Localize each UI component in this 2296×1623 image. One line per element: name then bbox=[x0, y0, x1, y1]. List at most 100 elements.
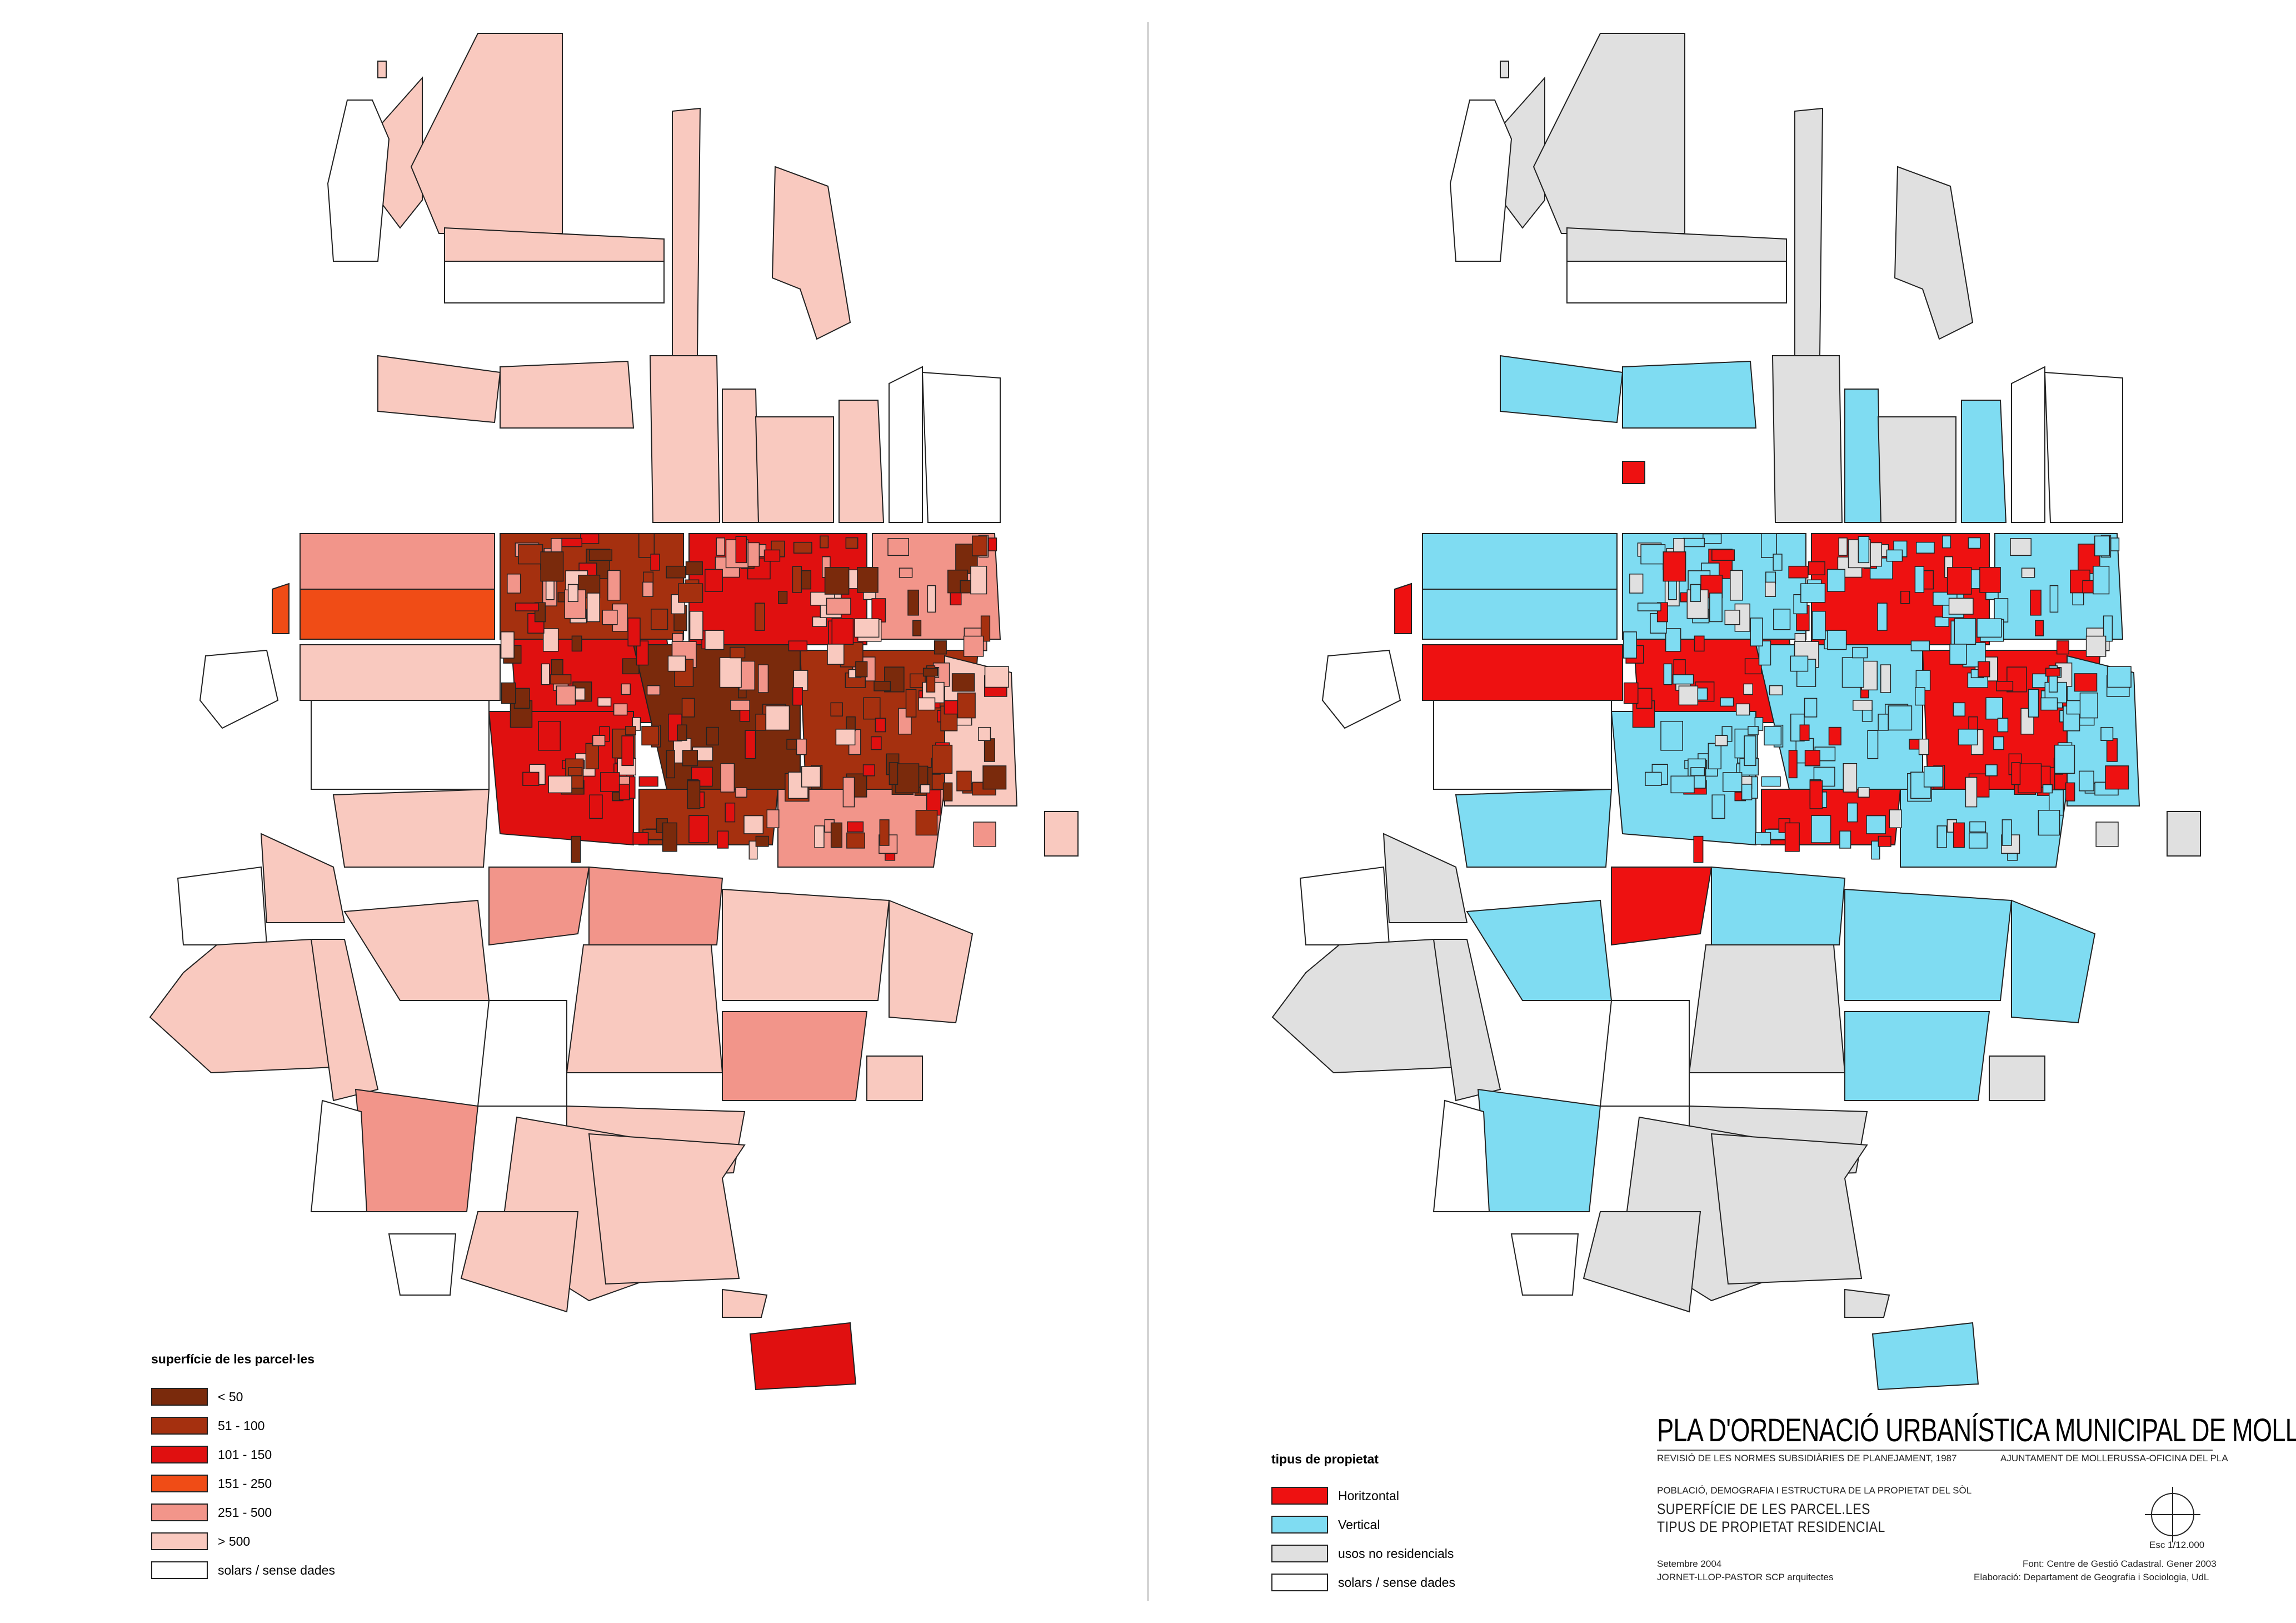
section-title: POBLACIÓ, DEMOGRAFIA I ESTRUCTURA DE LA … bbox=[1657, 1485, 1972, 1496]
parcel bbox=[1953, 822, 1965, 848]
parcel bbox=[1500, 355, 1624, 424]
parcel bbox=[956, 770, 972, 791]
parcel bbox=[1958, 729, 1978, 746]
parcel bbox=[1900, 590, 1910, 604]
title-rule bbox=[1657, 1450, 2213, 1451]
parcel bbox=[589, 549, 613, 561]
parcel bbox=[1755, 832, 1771, 845]
parcel bbox=[1936, 825, 1947, 848]
parcel bbox=[1693, 835, 1704, 863]
parcel bbox=[1853, 700, 1873, 711]
parcel bbox=[1989, 1056, 2045, 1101]
parcel bbox=[912, 620, 922, 636]
parcel bbox=[571, 835, 581, 863]
parcel bbox=[1953, 702, 1966, 717]
parcel bbox=[735, 536, 747, 564]
parcel bbox=[1640, 544, 1666, 565]
parcel bbox=[922, 668, 939, 677]
parcel bbox=[1720, 697, 1734, 707]
parcel bbox=[585, 743, 599, 770]
parcel bbox=[899, 567, 913, 578]
parcel bbox=[678, 583, 703, 603]
parcel bbox=[934, 640, 947, 655]
parcel bbox=[1758, 640, 1771, 666]
parcel bbox=[1867, 730, 1879, 759]
parcel bbox=[1663, 663, 1673, 685]
parcel bbox=[300, 644, 501, 701]
parcel bbox=[1271, 938, 1457, 1074]
legend-label: 151 - 250 bbox=[218, 1476, 272, 1491]
parcel bbox=[613, 703, 628, 716]
parcel bbox=[730, 700, 750, 711]
parcel bbox=[607, 570, 621, 601]
parcel bbox=[1611, 867, 1713, 946]
parcel bbox=[1741, 784, 1753, 800]
parcel bbox=[793, 541, 812, 554]
parcel bbox=[2106, 738, 2118, 762]
legend-item: 101 - 150 bbox=[151, 1440, 335, 1469]
parcel bbox=[1711, 549, 1735, 561]
parcel bbox=[638, 776, 658, 787]
parcel bbox=[1799, 724, 1810, 741]
parcel bbox=[1949, 644, 1967, 665]
legend-rows: Horitzontal Vertical usos no residencials s… bbox=[1271, 1481, 1455, 1597]
parcel bbox=[1934, 616, 1950, 627]
elaboration-label: Elaboració: Departament de Geografia i S… bbox=[1974, 1572, 2209, 1582]
parcel bbox=[826, 598, 851, 615]
parcel bbox=[2001, 819, 2012, 846]
parcel bbox=[847, 821, 864, 833]
parcel bbox=[1710, 1133, 1868, 1285]
parcel bbox=[1968, 716, 1978, 731]
legend-swatch bbox=[151, 1417, 208, 1435]
parcel bbox=[927, 585, 936, 613]
parcel bbox=[602, 610, 618, 625]
parcel bbox=[2100, 726, 2114, 741]
legend-swatch bbox=[151, 1446, 208, 1463]
parcel bbox=[1694, 635, 1705, 652]
legend-label: Vertical bbox=[1338, 1517, 1380, 1532]
parcel bbox=[1978, 661, 1990, 678]
parcel bbox=[1839, 830, 1851, 849]
parcel bbox=[2042, 784, 2053, 794]
parcel bbox=[1915, 670, 1931, 691]
parcel bbox=[1743, 683, 1753, 695]
parcel bbox=[2079, 692, 2098, 719]
parcel bbox=[568, 767, 583, 776]
parcel bbox=[507, 574, 521, 594]
parcel bbox=[982, 765, 1007, 790]
parcel bbox=[548, 775, 572, 794]
parcel bbox=[650, 554, 660, 571]
parcel bbox=[722, 1288, 768, 1318]
date-label: Setembre 2004 bbox=[1657, 1559, 1722, 1569]
parcel bbox=[1877, 416, 1956, 523]
parcel bbox=[1645, 771, 1662, 786]
parcel bbox=[460, 1211, 579, 1313]
legend-label: solars / sense dades bbox=[1338, 1575, 1455, 1590]
parcel bbox=[592, 735, 606, 746]
plan-title: PLA D'ORDENACIÓ URBANÍSTICA MUNICIPAL DE… bbox=[1657, 1412, 2296, 1448]
legend-item: 151 - 250 bbox=[151, 1469, 335, 1498]
parcel bbox=[1690, 767, 1705, 776]
parcel bbox=[540, 551, 564, 582]
parcel bbox=[1847, 803, 1858, 823]
legend-item: > 500 bbox=[151, 1527, 335, 1556]
parcel bbox=[895, 763, 920, 794]
parcel bbox=[310, 939, 379, 1102]
parcel bbox=[1636, 688, 1653, 709]
parcel bbox=[812, 616, 827, 627]
legend-swatch bbox=[1271, 1545, 1328, 1562]
parcel bbox=[1994, 598, 2009, 623]
parcel bbox=[1769, 685, 1783, 695]
parcel bbox=[1533, 33, 1685, 234]
legend-swatch bbox=[151, 1532, 208, 1550]
property-type-map bbox=[1271, 33, 2201, 1391]
parcel bbox=[2045, 668, 2061, 677]
parcel bbox=[2040, 697, 2058, 711]
parcel bbox=[2079, 770, 2094, 791]
legend-swatch bbox=[151, 1503, 208, 1521]
parcel bbox=[515, 603, 539, 611]
legend-title: superfície de les parcel·les bbox=[151, 1352, 315, 1366]
parcel bbox=[621, 683, 631, 695]
parcel bbox=[1477, 1088, 1601, 1212]
legend-swatch bbox=[1271, 1516, 1328, 1534]
